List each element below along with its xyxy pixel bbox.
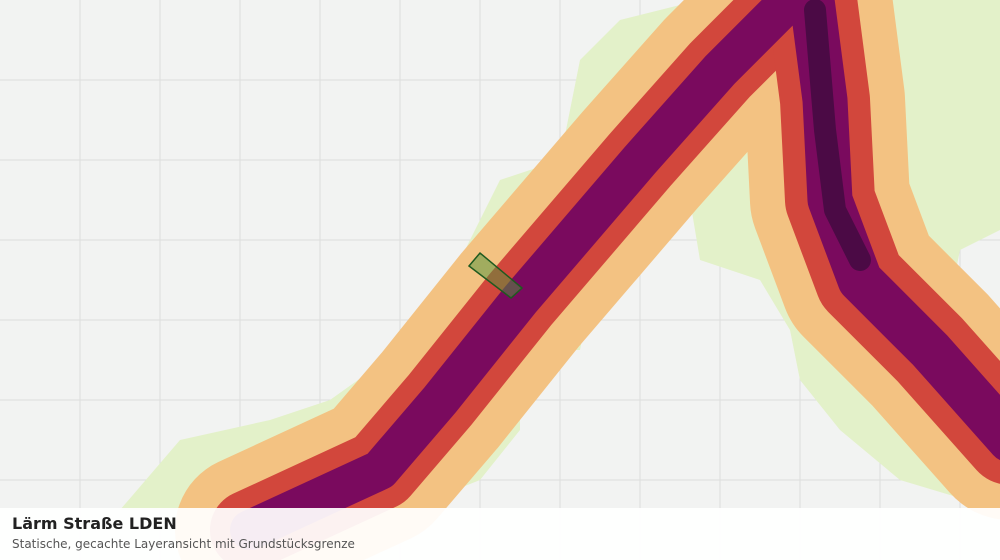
noise-zones-road bbox=[175, 0, 1000, 560]
layer-subtitle: Statische, gecachte Layeransicht mit Gru… bbox=[12, 537, 355, 551]
legend-panel: Lärm Straße LDEN Statische, gecachte Lay… bbox=[0, 508, 1000, 560]
layer-title: Lärm Straße LDEN bbox=[12, 514, 177, 533]
parcel-boundary bbox=[467, 251, 524, 299]
